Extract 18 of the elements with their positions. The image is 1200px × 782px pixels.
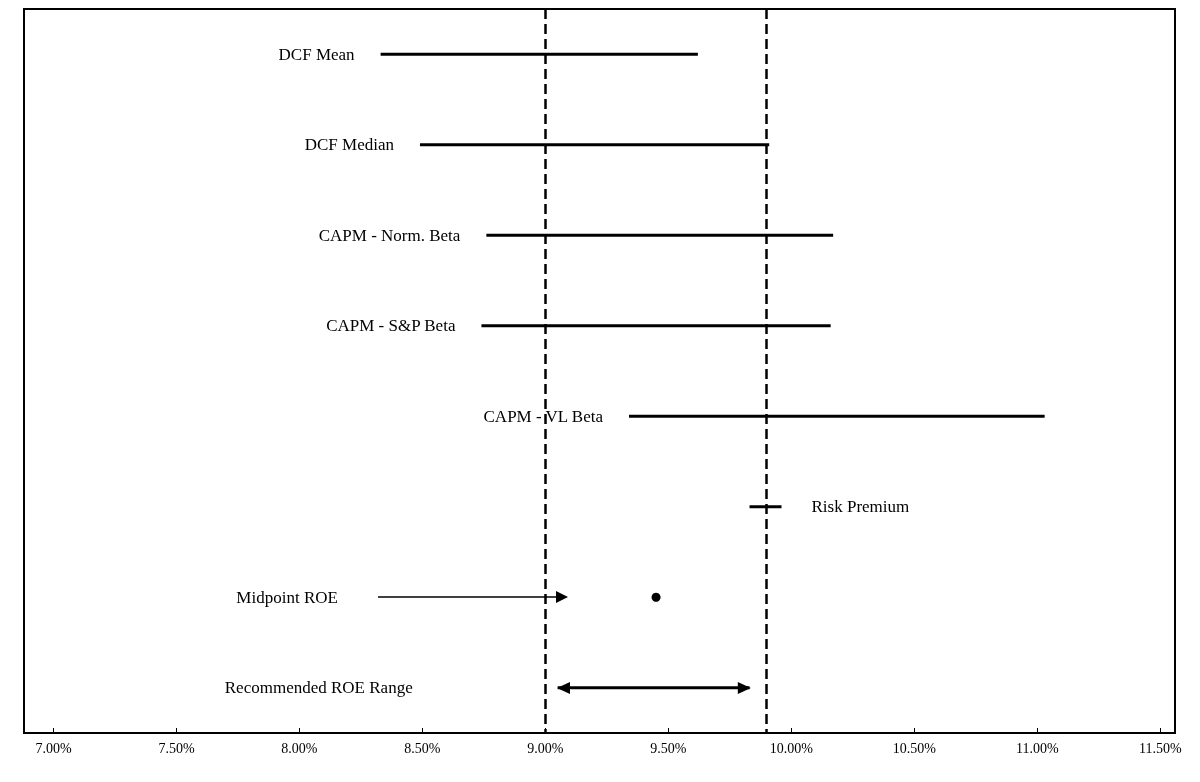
x-tick-label: 10.50% bbox=[892, 740, 937, 756]
x-tick-label: 8.00% bbox=[281, 740, 318, 756]
y-tick-label: Risk Premium bbox=[811, 497, 910, 517]
x-tick-label: 8.50% bbox=[404, 740, 441, 756]
y-tick-label: Midpoint ROE bbox=[236, 587, 338, 607]
x-tick-label: 11.00% bbox=[1015, 740, 1059, 756]
x-tick-label: 10.00% bbox=[769, 740, 814, 756]
x-tick-label: 7.50% bbox=[158, 740, 195, 756]
x-tick-label: 11.50% bbox=[1138, 740, 1182, 756]
x-tick-label: 7.00% bbox=[35, 740, 72, 756]
y-tick-label: CAPM - S&P Beta bbox=[326, 316, 456, 336]
y-tick-label: CAPM - Norm. Beta bbox=[318, 225, 461, 245]
x-tick-label: 9.50% bbox=[650, 740, 687, 756]
y-tick-label: Recommended ROE Range bbox=[224, 678, 413, 698]
y-tick-label: CAPM - VL Beta bbox=[483, 406, 604, 426]
y-tick-label: DCF Median bbox=[304, 135, 395, 155]
y-tick-label: DCF Mean bbox=[278, 44, 356, 64]
x-tick-label: 9.00% bbox=[527, 740, 564, 756]
